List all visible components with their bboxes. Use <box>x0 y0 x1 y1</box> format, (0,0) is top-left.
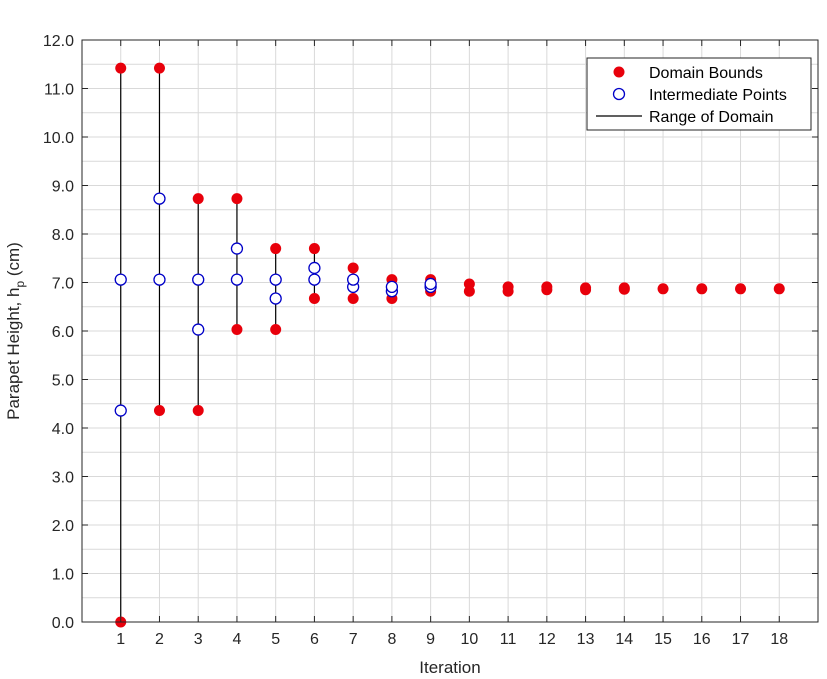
domain-bound-point <box>231 324 243 336</box>
domain-bound-point <box>231 193 243 205</box>
domain-bound-point <box>541 281 553 293</box>
x-tick-label: 1 <box>116 631 125 648</box>
domain-bound-point <box>580 282 592 294</box>
intermediate-point <box>192 273 205 286</box>
intermediate-point <box>192 323 205 336</box>
x-tick-label: 18 <box>770 631 788 648</box>
domain-bound-point <box>192 405 204 417</box>
y-tick-label: 2.0 <box>52 518 74 535</box>
x-tick-label: 3 <box>194 631 203 648</box>
x-tick-label: 12 <box>538 631 556 648</box>
y-tick-label: 5.0 <box>52 373 74 390</box>
x-tick-label: 17 <box>732 631 750 648</box>
y-axis-label: Parapet Height, hp (cm) <box>4 242 27 420</box>
x-tick-label: 13 <box>577 631 595 648</box>
intermediate-point <box>230 242 244 255</box>
domain-bound-point <box>192 193 204 205</box>
domain-bound-point <box>347 262 359 274</box>
x-tick-label: 15 <box>654 631 672 648</box>
data-points <box>114 62 785 628</box>
x-tick-label: 10 <box>460 631 478 648</box>
y-tick-label: 11.0 <box>44 82 74 99</box>
y-tick-label: 3.0 <box>52 470 74 487</box>
intermediate-point <box>385 280 399 294</box>
intermediate-point <box>347 273 360 286</box>
x-tick-label: 11 <box>500 631 517 648</box>
legend-label-range-of-domain: Range of Domain <box>649 109 774 126</box>
y-axis-label-main: Parapet Height, h <box>4 288 23 420</box>
domain-bound-point <box>347 293 359 305</box>
domain-bound-point <box>502 281 514 293</box>
intermediate-point <box>308 273 321 286</box>
domain-bound-point <box>735 283 747 295</box>
intermediate-point <box>424 277 437 291</box>
y-tick-label: 0.0 <box>52 615 74 632</box>
y-tick-label: 9.0 <box>52 179 74 196</box>
x-tick-label: 16 <box>693 631 711 648</box>
domain-bound-point <box>773 283 785 295</box>
domain-bound-point <box>308 293 320 305</box>
intermediate-point <box>114 273 127 286</box>
domain-bound-point <box>308 243 320 255</box>
y-tick-label: 7.0 <box>52 276 74 293</box>
domain-bound-point <box>270 243 282 255</box>
y-tick-label: 8.0 <box>52 227 74 244</box>
y-tick-label: 4.0 <box>52 421 74 438</box>
legend: Domain Bounds Intermediate Points Range … <box>586 57 812 131</box>
legend-label-intermediate-points: Intermediate Points <box>649 87 787 104</box>
domain-bound-point <box>153 405 165 417</box>
legend-marker-domain-bounds <box>613 66 625 78</box>
x-tick-label: 14 <box>615 631 633 648</box>
x-tick-label: 9 <box>426 631 435 648</box>
y-axis-label-subscript: p <box>13 281 27 288</box>
x-tick-label: 5 <box>271 631 280 648</box>
x-tick-label: 8 <box>387 631 396 648</box>
legend-label-domain-bounds: Domain Bounds <box>649 65 763 82</box>
axis-ticks: 1 2 3 4 5 6 7 8 9 10 11 12 13 14 15 16 17 180.01.02.03.04… <box>43 33 818 648</box>
legend-marker-intermediate-points <box>612 87 626 101</box>
domain-bound-point <box>696 283 708 295</box>
intermediate-point <box>269 273 282 286</box>
x-tick-label: 7 <box>349 631 358 648</box>
intermediate-point <box>153 192 166 205</box>
intermediate-point <box>308 261 321 275</box>
y-tick-label: 6.0 <box>52 324 74 341</box>
domain-bound-point <box>618 282 630 294</box>
x-tick-label: 4 <box>232 631 241 648</box>
domain-bound-point <box>153 62 165 74</box>
domain-bound-point <box>270 324 282 336</box>
x-tick-label: 6 <box>310 631 319 648</box>
intermediate-point <box>153 273 166 286</box>
intermediate-point <box>114 404 127 417</box>
grid <box>82 39 818 623</box>
y-axis-label-unit: (cm) <box>4 242 23 281</box>
x-tick-label: 2 <box>155 631 164 648</box>
intermediate-point <box>269 292 282 305</box>
y-tick-label: 1.0 <box>52 567 74 584</box>
domain-bound-point <box>463 278 475 290</box>
x-axis-label: Iteration <box>419 658 480 677</box>
y-tick-label: 12.0 <box>43 33 74 50</box>
domain-bound-point <box>657 283 669 295</box>
domain-bound-point <box>115 62 127 74</box>
intermediate-point <box>230 273 244 286</box>
y-tick-label: 10.0 <box>43 130 74 147</box>
